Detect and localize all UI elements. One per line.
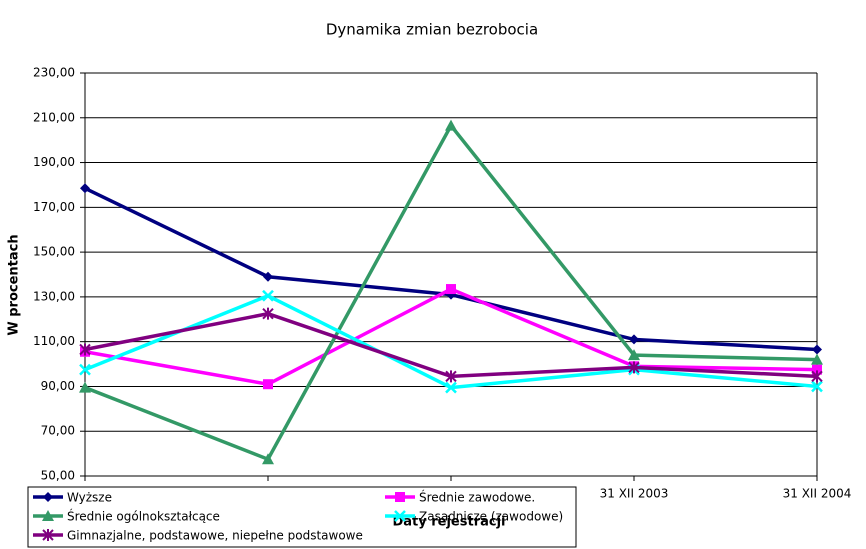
- y-tick-label: 230,00: [33, 66, 75, 80]
- x-axis-title: Daty rejestracji: [392, 515, 505, 530]
- legend-label: Wyższe: [67, 491, 112, 505]
- marker: [446, 284, 456, 295]
- marker: [79, 381, 91, 393]
- y-tick-label: 210,00: [33, 110, 75, 124]
- marker: [812, 344, 822, 355]
- marker: [42, 529, 54, 541]
- y-tick-label: 70,00: [41, 424, 75, 438]
- legend-label: Gimnazjalne, podstawowe, niepełne podsta…: [67, 529, 363, 543]
- x-tick-label: 31 XII 2003: [600, 487, 669, 501]
- marker: [262, 289, 274, 302]
- marker: [445, 119, 457, 131]
- marker: [263, 379, 273, 390]
- marker: [445, 381, 457, 394]
- y-tick-label: 190,00: [33, 155, 75, 169]
- y-tick-label: 130,00: [33, 289, 75, 303]
- marker: [445, 370, 457, 383]
- y-tick-label: 150,00: [33, 245, 75, 259]
- marker: [811, 380, 823, 393]
- y-tick-label: 90,00: [41, 379, 75, 393]
- marker: [262, 307, 274, 320]
- y-axis-title: W procentach: [7, 234, 22, 335]
- marker: [628, 361, 640, 374]
- y-tick-label: 50,00: [41, 469, 75, 483]
- marker: [43, 492, 53, 502]
- y-tick-label: 110,00: [33, 334, 75, 348]
- marker: [79, 343, 91, 356]
- marker: [811, 370, 823, 383]
- marker: [79, 363, 91, 376]
- marker: [263, 271, 273, 282]
- legend-label: Zasadnicze (zawodowe): [419, 510, 563, 524]
- legend-label: Średnie ogólnokształcące: [67, 509, 220, 524]
- marker: [262, 453, 274, 465]
- chart-title: Dynamika zmian bezrobocia: [326, 21, 538, 39]
- marker: [811, 353, 823, 365]
- y-tick-label: 170,00: [33, 200, 75, 214]
- marker: [395, 492, 405, 502]
- marker: [394, 510, 406, 522]
- legend-box: [27, 486, 577, 548]
- marker: [629, 334, 639, 345]
- marker: [80, 183, 90, 194]
- x-tick-label: 31 XII 2004: [783, 487, 852, 501]
- legend-label: Średnie zawodowe.: [419, 490, 535, 505]
- marker: [628, 349, 640, 361]
- marker: [812, 364, 822, 375]
- marker: [42, 510, 54, 521]
